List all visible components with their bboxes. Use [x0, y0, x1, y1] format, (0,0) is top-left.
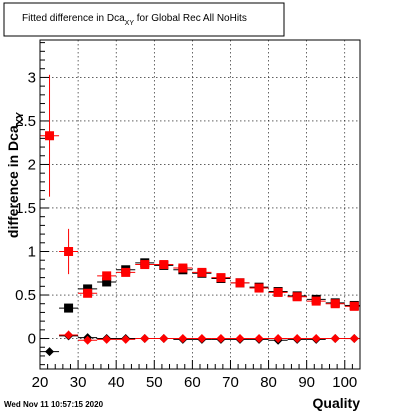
data-point-diamond	[121, 334, 131, 344]
data-point-diamond	[159, 334, 169, 344]
data-point-square	[254, 283, 264, 293]
y-tick-label: 2.5	[15, 113, 36, 130]
data-markers	[45, 131, 359, 357]
data-point-diamond	[254, 334, 264, 344]
chart-title-rest: for Global Rec All NoHits	[134, 13, 247, 24]
data-point-diamond	[197, 334, 207, 344]
data-point-diamond	[292, 334, 302, 344]
x-axis-title: Quality	[313, 395, 361, 411]
data-point-diamond	[102, 334, 112, 344]
y-tick-label: 1	[28, 244, 36, 261]
x-tick-label: 100	[332, 374, 357, 391]
data-point-diamond	[330, 334, 340, 344]
x-tick-label: 40	[108, 374, 125, 391]
data-point-square	[330, 299, 340, 309]
x-tick-label: 80	[260, 374, 277, 391]
data-point-diamond	[311, 334, 321, 344]
data-point-square	[102, 277, 112, 287]
data-point-square	[292, 292, 302, 302]
y-tick-label: 0	[28, 331, 36, 348]
data-point-square	[273, 287, 283, 297]
y-axis-title-main: difference in Dca	[5, 125, 21, 238]
data-point-diamond	[178, 334, 188, 344]
data-point-square	[159, 260, 169, 270]
data-point-square	[197, 267, 207, 277]
y-axis-title-subscript: XY	[15, 112, 26, 126]
chart-title: Fitted difference in DcaXY for Global Re…	[22, 13, 247, 27]
y-tick-label: 2	[28, 156, 36, 173]
data-point-square	[45, 131, 55, 141]
x-tick-label: 50	[146, 374, 163, 391]
data-point-square	[102, 271, 112, 281]
title-box	[3, 2, 285, 37]
data-point-diamond	[349, 334, 359, 344]
data-point-diamond	[216, 334, 226, 344]
y-tick-label: 3	[28, 69, 36, 86]
timestamp: Wed Nov 11 10:57:15 2020	[4, 400, 104, 409]
data-point-square	[64, 303, 74, 313]
data-point-diamond	[140, 334, 150, 344]
error-bars	[40, 74, 360, 354]
chart-title-subscript: XY	[125, 20, 135, 27]
data-point-square	[121, 267, 131, 277]
y-axis-title: difference in DcaXY	[5, 112, 26, 238]
x-tick-label: 20	[32, 374, 49, 391]
y-tick-label: 1.5	[15, 200, 36, 217]
grid-lines	[39, 40, 360, 369]
data-point-diamond	[235, 334, 245, 344]
chart-title-main: Fitted difference in Dca	[22, 13, 125, 24]
y-tick-label: 0.5	[15, 287, 36, 304]
data-point-square	[140, 260, 150, 270]
data-point-diamond	[83, 335, 93, 345]
x-tick-label: 60	[184, 374, 201, 391]
axis-ticks	[39, 42, 361, 369]
data-point-diamond	[45, 347, 55, 357]
tick-labels: 20 30 40 50 60 70 80 90 100 0 0.5 1 1.5 2 2.5 3	[15, 69, 357, 391]
data-point-square	[178, 263, 188, 273]
data-point-diamond	[64, 330, 74, 340]
data-point-square	[216, 273, 226, 283]
data-point-square	[235, 278, 245, 288]
x-tick-label: 30	[70, 374, 87, 391]
x-tick-label: 90	[298, 374, 315, 391]
data-point-square	[311, 296, 321, 306]
plot-frame	[39, 39, 361, 370]
data-point-square	[83, 288, 93, 298]
data-point-square	[64, 247, 74, 256]
data-point-diamond	[273, 334, 283, 344]
x-tick-label: 70	[222, 374, 239, 391]
data-point-square	[349, 301, 359, 311]
